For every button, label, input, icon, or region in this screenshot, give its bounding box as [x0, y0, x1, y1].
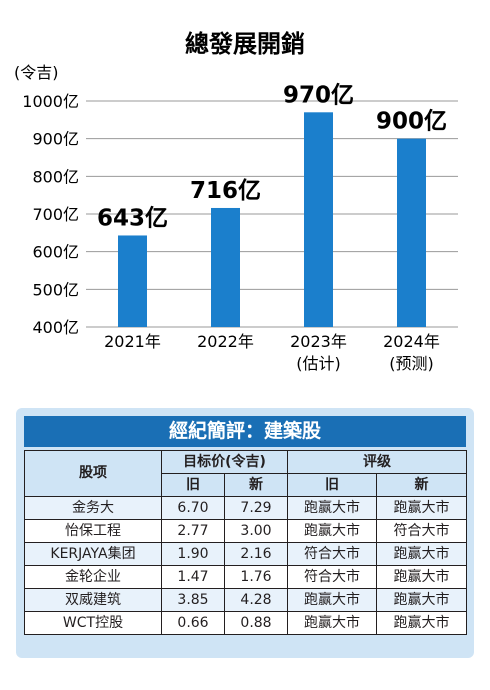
header-rating-old: 旧 — [287, 473, 378, 497]
stock-name: 双威建筑 — [24, 588, 162, 612]
old-price: 1.47 — [161, 565, 225, 589]
data-label: 900亿 — [376, 109, 447, 135]
y-tick-label: 900亿 — [32, 130, 79, 149]
new-rating: 跑赢大市 — [376, 588, 468, 612]
rating-table: 股项 目标价(令吉) 评级 旧 新 旧 新 金务大 6.70 7.29 跑赢大市… — [24, 450, 468, 635]
header-rating-new: 新 — [376, 473, 468, 497]
y-tick-label: 600亿 — [32, 243, 79, 262]
x-category-label: 2024年(预测) — [383, 332, 440, 373]
gridlines — [86, 100, 458, 328]
new-price: 2.16 — [223, 542, 289, 566]
stock-name: KERJAYA集团 — [24, 542, 162, 566]
bar-chart: 總發展開銷 (令吉) 400亿 500亿 600亿 700亿 800亿 900亿 1000亿… — [14, 30, 458, 373]
y-tick-label: 700亿 — [32, 205, 79, 224]
y-tick-label: 1000亿 — [22, 92, 79, 111]
old-price: 1.90 — [161, 542, 225, 566]
old-price: 2.77 — [161, 519, 225, 543]
stock-name: WCT控股 — [24, 611, 162, 635]
bar — [118, 235, 147, 327]
header-rating: 评级 — [287, 450, 468, 474]
table-row: WCT控股 0.66 0.88 跑赢大市 跑赢大市 — [24, 611, 468, 635]
y-axis-ticks: 400亿 500亿 600亿 700亿 800亿 900亿 1000亿 — [22, 92, 79, 337]
old-price: 0.66 — [161, 611, 225, 635]
broker-review-panel: 經紀簡評：建築股 股项 目标价(令吉) 评级 旧 新 旧 新 金务大 6.70 … — [16, 408, 474, 658]
old-rating: 符合大市 — [287, 565, 378, 589]
old-price: 6.70 — [161, 496, 225, 520]
data-label: 970亿 — [283, 82, 354, 108]
y-tick-label: 800亿 — [32, 167, 79, 186]
new-price: 1.76 — [223, 565, 289, 589]
old-rating: 跑赢大市 — [287, 519, 378, 543]
bar — [304, 112, 333, 327]
table-row: KERJAYA集团 1.90 2.16 符合大市 跑赢大市 — [24, 542, 468, 566]
y-tick-label: 400亿 — [32, 318, 79, 337]
old-rating: 跑赢大市 — [287, 496, 378, 520]
new-price: 7.29 — [223, 496, 289, 520]
bar — [397, 138, 426, 327]
bar — [211, 207, 240, 327]
new-price: 4.28 — [223, 588, 289, 612]
old-rating: 跑赢大市 — [287, 611, 378, 635]
old-rating: 符合大市 — [287, 542, 378, 566]
old-price: 3.85 — [161, 588, 225, 612]
data-label: 716亿 — [190, 178, 261, 204]
x-category-label: 2021年 — [104, 332, 161, 351]
new-price: 3.00 — [223, 519, 289, 543]
stock-name: 金务大 — [24, 496, 162, 520]
bars — [118, 112, 426, 327]
header-price-old: 旧 — [161, 473, 225, 497]
new-rating: 跑赢大市 — [376, 542, 468, 566]
x-axis-categories: 2021年 2022年 2023年(估计) 2024年(预测) — [104, 332, 440, 373]
old-rating: 跑赢大市 — [287, 588, 378, 612]
y-tick-label: 500亿 — [32, 280, 79, 299]
table-row: 金务大 6.70 7.29 跑赢大市 跑赢大市 — [24, 496, 468, 520]
header-price-new: 新 — [223, 473, 289, 497]
new-rating: 跑赢大市 — [376, 565, 468, 589]
new-price: 0.88 — [223, 611, 289, 635]
new-rating: 符合大市 — [376, 519, 468, 543]
new-rating: 跑赢大市 — [376, 496, 468, 520]
unit-label: (令吉) — [14, 63, 59, 82]
table-row: 双威建筑 3.85 4.28 跑赢大市 跑赢大市 — [24, 588, 468, 612]
stock-name: 怡保工程 — [24, 519, 162, 543]
table-title: 經紀簡評：建築股 — [24, 416, 466, 447]
table-row: 金轮企业 1.47 1.76 符合大市 跑赢大市 — [24, 565, 468, 589]
table-row: 怡保工程 2.77 3.00 跑赢大市 符合大市 — [24, 519, 468, 543]
data-labels: 643亿 716亿 970亿 900亿 — [97, 82, 447, 231]
chart-title: 總發展開銷 — [185, 30, 305, 58]
stock-name: 金轮企业 — [24, 565, 162, 589]
x-category-label: 2022年 — [197, 332, 254, 351]
x-category-label: 2023年(估计) — [290, 332, 347, 373]
data-label: 643亿 — [97, 205, 168, 231]
header-target-price: 目标价(令吉) — [160, 450, 289, 474]
header-stock: 股项 — [24, 450, 162, 497]
new-rating: 跑赢大市 — [376, 611, 468, 635]
